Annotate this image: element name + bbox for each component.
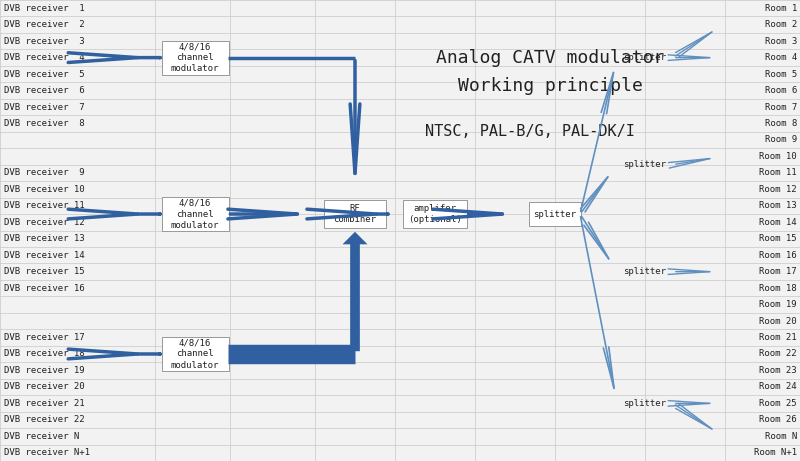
- Text: 4/8/16
channel
modulator: 4/8/16 channel modulator: [171, 42, 219, 73]
- Text: splitter: splitter: [623, 399, 666, 408]
- Text: DVB receiver  8: DVB receiver 8: [4, 119, 85, 128]
- Text: Analog CATV modulator: Analog CATV modulator: [436, 48, 664, 67]
- Text: DVB receiver 21: DVB receiver 21: [4, 399, 85, 408]
- Text: Room 5: Room 5: [765, 70, 797, 78]
- Text: DVB receiver  5: DVB receiver 5: [4, 70, 85, 78]
- FancyBboxPatch shape: [162, 41, 229, 75]
- Text: Room 22: Room 22: [759, 349, 797, 359]
- Text: 4/8/16
channel
modulator: 4/8/16 channel modulator: [171, 198, 219, 230]
- Text: Room 8: Room 8: [765, 119, 797, 128]
- Text: Room 16: Room 16: [759, 251, 797, 260]
- Text: DVB receiver 16: DVB receiver 16: [4, 284, 85, 293]
- Text: DVB receiver 15: DVB receiver 15: [4, 267, 85, 276]
- Text: Room N+1: Room N+1: [754, 448, 797, 457]
- Text: Room 17: Room 17: [759, 267, 797, 276]
- Text: DVB receiver 11: DVB receiver 11: [4, 201, 85, 210]
- Text: DVB receiver  7: DVB receiver 7: [4, 102, 85, 112]
- Text: Room 7: Room 7: [765, 102, 797, 112]
- FancyBboxPatch shape: [403, 200, 467, 228]
- Text: DVB receiver  9: DVB receiver 9: [4, 168, 85, 177]
- Text: Room 10: Room 10: [759, 152, 797, 161]
- Text: Room 6: Room 6: [765, 86, 797, 95]
- Text: Room 15: Room 15: [759, 234, 797, 243]
- Text: Working principle: Working principle: [458, 77, 642, 95]
- FancyBboxPatch shape: [162, 197, 229, 231]
- FancyBboxPatch shape: [162, 337, 229, 371]
- Text: DVB receiver 12: DVB receiver 12: [4, 218, 85, 227]
- Text: Room 24: Room 24: [759, 383, 797, 391]
- Text: DVB receiver  3: DVB receiver 3: [4, 37, 85, 46]
- Text: Room 11: Room 11: [759, 168, 797, 177]
- Text: Room 2: Room 2: [765, 20, 797, 29]
- Text: Room 1: Room 1: [765, 4, 797, 13]
- Text: DVB receiver N+1: DVB receiver N+1: [4, 448, 90, 457]
- Text: Room N: Room N: [765, 432, 797, 441]
- Text: splitter: splitter: [623, 53, 666, 62]
- Text: DVB receiver  4: DVB receiver 4: [4, 53, 85, 62]
- Text: Room 12: Room 12: [759, 185, 797, 194]
- Text: NTSC, PAL-B/G, PAL-DK/I: NTSC, PAL-B/G, PAL-DK/I: [425, 124, 635, 139]
- Text: splitter: splitter: [623, 267, 666, 276]
- Text: RF
combiner: RF combiner: [334, 204, 377, 224]
- Text: DVB receiver 19: DVB receiver 19: [4, 366, 85, 375]
- Text: DVB receiver 20: DVB receiver 20: [4, 383, 85, 391]
- Text: Room 25: Room 25: [759, 399, 797, 408]
- Text: Room 19: Room 19: [759, 300, 797, 309]
- Text: DVB receiver 22: DVB receiver 22: [4, 415, 85, 424]
- FancyBboxPatch shape: [529, 202, 581, 226]
- Text: DVB receiver  2: DVB receiver 2: [4, 20, 85, 29]
- Text: 4/8/16
channel
modulator: 4/8/16 channel modulator: [171, 338, 219, 370]
- FancyBboxPatch shape: [324, 200, 386, 228]
- Text: DVB receiver  6: DVB receiver 6: [4, 86, 85, 95]
- Text: Room 9: Room 9: [765, 136, 797, 144]
- Text: DVB receiver 14: DVB receiver 14: [4, 251, 85, 260]
- Text: Room 3: Room 3: [765, 37, 797, 46]
- Text: Room 26: Room 26: [759, 415, 797, 424]
- Text: splitter: splitter: [534, 210, 577, 219]
- Text: Room 21: Room 21: [759, 333, 797, 342]
- Text: splitter: splitter: [623, 160, 666, 169]
- Text: DVB receiver N: DVB receiver N: [4, 432, 79, 441]
- Text: DVB receiver 13: DVB receiver 13: [4, 234, 85, 243]
- Text: Room 14: Room 14: [759, 218, 797, 227]
- Text: Room 4: Room 4: [765, 53, 797, 62]
- Text: amplifer
(optional): amplifer (optional): [408, 204, 462, 224]
- Text: Room 20: Room 20: [759, 317, 797, 325]
- Text: DVB receiver 18: DVB receiver 18: [4, 349, 85, 359]
- Text: DVB receiver  1: DVB receiver 1: [4, 4, 85, 13]
- Text: DVB receiver 17: DVB receiver 17: [4, 333, 85, 342]
- Text: DVB receiver 10: DVB receiver 10: [4, 185, 85, 194]
- Text: Room 13: Room 13: [759, 201, 797, 210]
- Text: Room 18: Room 18: [759, 284, 797, 293]
- Text: Room 23: Room 23: [759, 366, 797, 375]
